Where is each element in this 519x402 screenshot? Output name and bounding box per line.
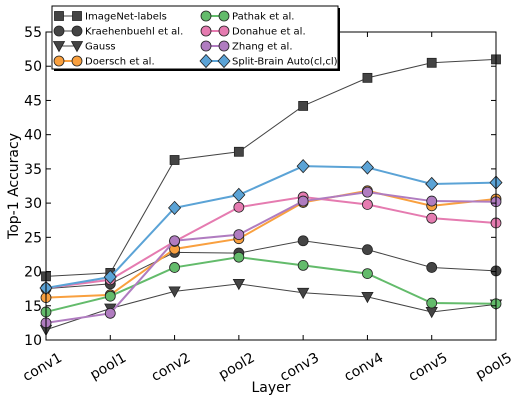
legend-label: Split-Brain Auto(cl,cl) bbox=[232, 57, 338, 68]
legend-marker bbox=[218, 40, 230, 52]
data-point bbox=[425, 176, 439, 192]
y-tick-label: 10 bbox=[24, 333, 42, 349]
data-point bbox=[362, 186, 373, 198]
legend-marker bbox=[218, 10, 230, 22]
data-point bbox=[426, 57, 437, 68]
data-point bbox=[360, 160, 374, 175]
legend-box bbox=[51, 5, 339, 70]
data-point bbox=[296, 287, 310, 300]
y-tick-label: 40 bbox=[24, 128, 42, 144]
x-axis-title: Layer bbox=[251, 380, 290, 396]
data-point bbox=[232, 278, 246, 291]
y-axis-title: Top-1 Accuracy bbox=[6, 133, 22, 240]
legend-entry-4: Pathak et al. bbox=[200, 10, 294, 23]
series-line bbox=[45, 240, 497, 290]
data-point bbox=[233, 229, 245, 240]
legend-marker bbox=[200, 40, 212, 52]
x-tick-label: conv1 bbox=[20, 350, 65, 385]
data-point bbox=[297, 259, 309, 271]
data-point bbox=[362, 268, 373, 280]
series-line bbox=[45, 195, 497, 289]
data-point bbox=[233, 201, 245, 213]
legend-marker bbox=[71, 25, 83, 37]
data-point bbox=[297, 235, 309, 247]
data-point bbox=[296, 159, 310, 174]
y-tick-label: 25 bbox=[24, 230, 42, 246]
series-7 bbox=[39, 159, 503, 296]
data-point bbox=[362, 199, 373, 210]
legend-label: Doersch et al. bbox=[85, 57, 155, 68]
legend-marker bbox=[52, 41, 66, 53]
data-point bbox=[169, 262, 180, 273]
legend-marker bbox=[200, 10, 212, 22]
x-tick-label: pool1 bbox=[87, 350, 129, 383]
series-line bbox=[45, 165, 497, 289]
legend-label: Donahue et al. bbox=[232, 27, 306, 38]
data-point bbox=[426, 195, 438, 207]
y-tick-label: 35 bbox=[24, 162, 42, 178]
data-point bbox=[169, 235, 180, 247]
legend-marker bbox=[199, 53, 213, 69]
legend-entry-6: Zhang et al. bbox=[200, 40, 293, 53]
x-tick-label: pool2 bbox=[216, 350, 258, 383]
series-line bbox=[45, 283, 497, 331]
legend-marker bbox=[71, 55, 83, 67]
x-tick-label: conv4 bbox=[342, 350, 387, 385]
legend-label: ImageNet-labels bbox=[85, 12, 167, 23]
legend-entry-2: Gauss bbox=[52, 41, 116, 53]
data-point bbox=[104, 290, 116, 302]
data-point bbox=[168, 286, 181, 298]
data-point bbox=[298, 101, 309, 111]
data-point bbox=[104, 307, 116, 319]
data-point bbox=[233, 146, 244, 157]
y-tick-label: 50 bbox=[24, 59, 42, 75]
x-tick-label: pool5 bbox=[473, 350, 515, 383]
x-tick-label: conv5 bbox=[406, 350, 451, 385]
data-point bbox=[362, 72, 373, 83]
legend-label: Pathak et al. bbox=[232, 12, 294, 23]
legend-marker bbox=[218, 25, 230, 37]
legend: ImageNet-labels Kraehenbuehl et al. Gauss D… bbox=[51, 5, 340, 71]
y-tick-label: 30 bbox=[24, 196, 42, 212]
legend-entry-3: Doersch et al. bbox=[53, 55, 155, 68]
data-point bbox=[362, 244, 373, 256]
data-point bbox=[426, 297, 438, 309]
legend-marker bbox=[53, 55, 65, 67]
legend-marker bbox=[200, 25, 212, 37]
data-point bbox=[169, 155, 180, 165]
data-point bbox=[425, 307, 438, 319]
series-line bbox=[45, 58, 497, 277]
legend-entry-0: ImageNet-labels bbox=[54, 11, 167, 23]
y-tick-label: 20 bbox=[24, 265, 42, 281]
data-point bbox=[297, 195, 309, 207]
legend-marker bbox=[72, 11, 82, 21]
data-point bbox=[233, 251, 245, 263]
legend-label: Zhang et al. bbox=[232, 42, 293, 53]
series-2 bbox=[39, 278, 503, 337]
y-tick-label: 15 bbox=[24, 299, 42, 315]
y-tick-label: 55 bbox=[24, 25, 42, 41]
series-line bbox=[45, 191, 497, 324]
data-point bbox=[232, 187, 246, 202]
data-point bbox=[426, 262, 438, 273]
legend-entry-5: Donahue et al. bbox=[200, 25, 306, 38]
data-point bbox=[361, 291, 374, 304]
plot-area bbox=[39, 54, 503, 337]
legend-entry-1: Kraehenbuehl et al. bbox=[53, 25, 183, 38]
legend-label: Kraehenbuehl et al. bbox=[85, 27, 183, 38]
legend-entry-7: Split-Brain Auto(cl,cl) bbox=[199, 53, 338, 69]
legend-label: Gauss bbox=[85, 42, 116, 53]
legend-marker bbox=[217, 53, 231, 69]
data-point bbox=[426, 212, 438, 224]
series-line bbox=[45, 189, 497, 299]
legend-marker bbox=[70, 41, 84, 53]
y-tick-label: 45 bbox=[24, 93, 42, 109]
data-point bbox=[103, 269, 117, 285]
x-tick-label: conv2 bbox=[149, 350, 194, 385]
data-point bbox=[168, 200, 182, 215]
series-line bbox=[45, 256, 497, 313]
legend-marker bbox=[54, 11, 64, 21]
legend-marker bbox=[53, 25, 65, 37]
